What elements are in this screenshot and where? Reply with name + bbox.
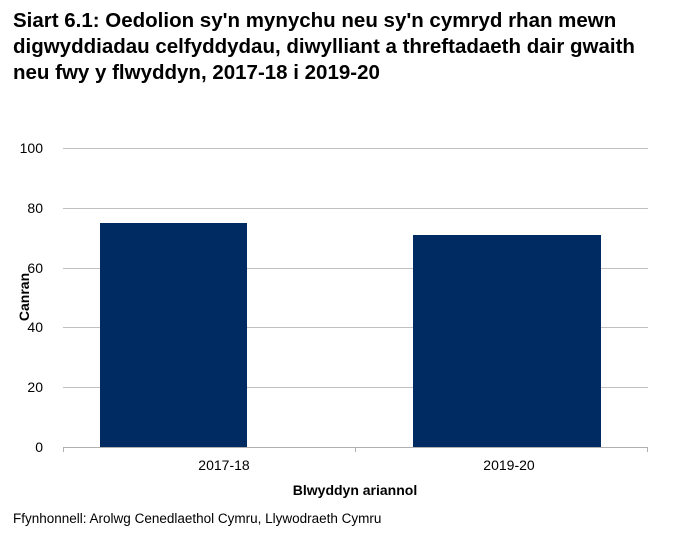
gridline-100 xyxy=(63,148,648,149)
y-tick-100: 100 xyxy=(19,140,43,156)
x-label-2017-18: 2017-18 xyxy=(198,457,250,473)
source-note: Ffynhonnell: Arolwg Cenedlaethol Cymru, … xyxy=(13,511,382,526)
bar-2019-20 xyxy=(413,235,601,447)
y-tick-0: 0 xyxy=(35,439,43,455)
y-tick-40: 40 xyxy=(27,319,43,335)
y-tick-60: 60 xyxy=(27,260,43,276)
y-axis-title: Canran xyxy=(16,272,32,322)
gridline-60 xyxy=(63,268,648,269)
y-tick-20: 20 xyxy=(27,379,43,395)
x-tick-mark xyxy=(647,447,648,452)
y-tick-80: 80 xyxy=(27,200,43,216)
x-tick-mark xyxy=(63,447,64,452)
plot-area: 100 80 60 40 20 0 xyxy=(20,140,648,455)
x-label-2019-20: 2019-20 xyxy=(483,457,535,473)
x-tick-mark xyxy=(355,447,356,452)
x-axis-title: Blwyddyn ariannol xyxy=(292,482,418,498)
bar-2017-18 xyxy=(100,223,247,447)
gridline-20 xyxy=(63,387,648,388)
gridline-80 xyxy=(63,208,648,209)
chart-title: Siart 6.1: Oedolion sy'n mynychu neu sy'… xyxy=(13,9,635,84)
gridline-40 xyxy=(63,327,648,328)
